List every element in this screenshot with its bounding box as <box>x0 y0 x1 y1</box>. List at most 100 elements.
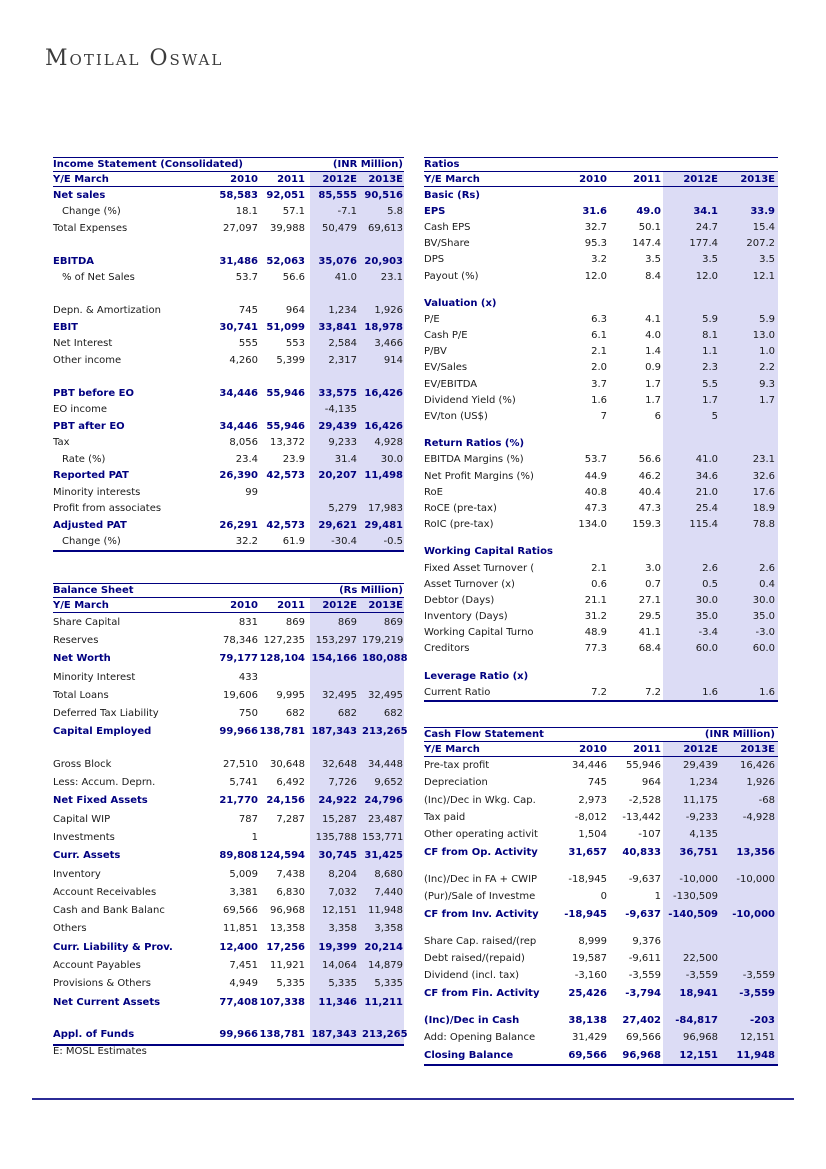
cell-value: -203 <box>749 1015 775 1026</box>
table-title-bar: Income Statement (Consolidated) (INR Mil… <box>53 157 404 172</box>
row-label: Others <box>53 923 87 935</box>
column-header-label: Y/E March <box>53 599 109 611</box>
table-row: Return Ratios (%) <box>424 436 778 452</box>
cell-value: 16,426 <box>740 760 775 772</box>
table-row: Other income 4,260 5,399 2,317 914 <box>53 352 404 369</box>
row-label: Total Loans <box>53 689 109 701</box>
cell-value: 7,726 <box>328 777 357 789</box>
spacer-row <box>53 237 404 254</box>
cell-value: 5,399 <box>276 354 305 366</box>
cell-value: 2.3 <box>702 362 718 374</box>
cell-value: 21,770 <box>219 795 258 807</box>
spacer-row <box>424 657 778 668</box>
column-header-year: 2013E <box>368 173 403 185</box>
cell-value: 92,051 <box>266 189 305 201</box>
cell-value: 38,138 <box>568 1015 607 1026</box>
row-label: Capital Employed <box>53 726 152 738</box>
row-label: EV/ton (US$) <box>424 411 488 423</box>
cell-value: 41.0 <box>334 272 357 284</box>
cell-value: 20,903 <box>364 255 403 267</box>
row-label: Depreciation <box>424 777 488 789</box>
table-unit: (INR Million) <box>332 159 403 170</box>
cell-value: 16,426 <box>364 420 403 432</box>
row-label: Reserves <box>53 634 99 646</box>
row-label: PBT before EO <box>53 387 134 399</box>
row-label: Curr. Assets <box>53 850 121 862</box>
cell-value: 46.2 <box>638 470 661 482</box>
cell-value: 9.3 <box>759 378 775 390</box>
table-row: Dividend Yield (%) 1.6 1.7 1.7 1.7 <box>424 392 778 408</box>
table-row: EV/EBITDA 3.7 1.7 5.5 9.3 <box>424 376 778 392</box>
cell-value: 57.1 <box>282 206 305 218</box>
cell-value: -3.4 <box>698 627 718 639</box>
cell-value: 60.0 <box>695 643 718 655</box>
spacer-row <box>424 861 778 871</box>
cell-value: 135,788 <box>315 831 357 843</box>
row-label: (Inc)/Dec in Cash <box>424 1015 520 1026</box>
cell-value: 6.3 <box>591 313 607 325</box>
cell-value: 12.1 <box>752 270 775 282</box>
row-label: Minority interests <box>53 486 141 498</box>
cell-value: 23.1 <box>380 272 403 284</box>
cell-value: 19,606 <box>223 689 258 701</box>
brand-logo: Motilal Oswal <box>45 46 224 71</box>
cell-value: 7,451 <box>229 959 258 971</box>
cell-value: 7,440 <box>374 886 403 898</box>
table-row: Reserves 78,346 127,235 153,297 179,219 <box>53 631 404 649</box>
table-row: Account Receivables 3,381 6,830 7,032 7,440 <box>53 883 404 901</box>
row-label: Debtor (Days) <box>424 594 495 606</box>
cell-value: 55,946 <box>626 760 661 772</box>
cell-value: 36,751 <box>679 846 718 858</box>
table-row: Capital Employed 99,966 138,781 187,343 213,… <box>53 723 408 741</box>
cell-value: -2,528 <box>628 794 661 806</box>
cell-value: 869 <box>285 616 305 628</box>
row-label: Working Capital Turno <box>424 627 534 639</box>
cell-value: 15.4 <box>752 221 775 233</box>
row-label: RoIC (pre-tax) <box>424 519 494 531</box>
table-title: Balance Sheet <box>53 585 134 596</box>
estimate-columns-highlight <box>310 172 404 550</box>
cell-value: -130,509 <box>673 891 718 903</box>
cell-value: 69,566 <box>568 1049 607 1061</box>
cell-value: 5,279 <box>328 503 357 515</box>
cell-value: 2,584 <box>328 338 357 350</box>
column-header-year: 2011 <box>633 743 661 755</box>
cell-value: 47.3 <box>638 502 661 514</box>
cell-value: 24.7 <box>695 221 718 233</box>
cell-value: 2,973 <box>578 794 607 806</box>
cell-value: 4.0 <box>645 330 661 342</box>
row-label: Net Interest <box>53 338 113 350</box>
cell-value: 3,381 <box>229 886 258 898</box>
cash-flow-table: Cash Flow Statement (INR Million) Y/E Ma… <box>424 727 778 1066</box>
cell-value: 40.4 <box>638 486 661 498</box>
cell-value: 15,287 <box>322 813 357 825</box>
cell-value: 13,372 <box>270 437 305 449</box>
table-row: Cash and Bank Balanc 69,566 96,968 12,151 11… <box>53 901 404 919</box>
cell-value: 6,492 <box>276 777 305 789</box>
cell-value: -9,637 <box>625 908 661 920</box>
row-label: Asset Turnover (x) <box>424 578 515 590</box>
cell-value: 29,439 <box>683 760 718 772</box>
cell-value: 58,583 <box>219 189 258 201</box>
cell-value: 31.2 <box>584 611 607 623</box>
cell-value: 0.5 <box>702 578 718 590</box>
cell-value: 8,680 <box>374 868 403 880</box>
cell-value: 124,594 <box>259 850 305 862</box>
cell-value: 1,234 <box>328 305 357 317</box>
row-label: Minority Interest <box>53 671 136 683</box>
cell-value: 7,438 <box>276 868 305 880</box>
table-row: Closing Balance 69,566 96,968 12,151 11,948 <box>424 1046 778 1063</box>
cell-value: 750 <box>238 708 258 720</box>
cell-value: 3.0 <box>645 562 661 574</box>
cell-value: 964 <box>285 305 305 317</box>
row-label: Working Capital Ratios <box>424 546 553 558</box>
table-row: EV/Sales 2.0 0.9 2.3 2.2 <box>424 360 778 376</box>
cell-value: 1.6 <box>702 686 718 698</box>
table-row: Net sales 58,583 92,051 85,555 90,516 <box>53 187 404 204</box>
cell-value: 13.0 <box>752 330 775 342</box>
cell-value: 127,235 <box>263 634 305 646</box>
cell-value: 30.0 <box>695 594 718 606</box>
cell-value: -3,559 <box>685 970 718 982</box>
cell-value: 53.7 <box>235 272 258 284</box>
cell-value: 1 <box>654 891 661 903</box>
